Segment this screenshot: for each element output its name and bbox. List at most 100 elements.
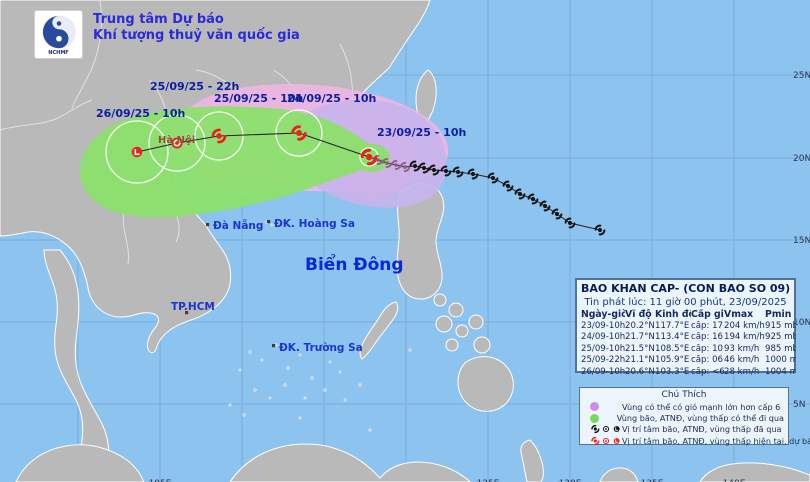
wind-zone-purple-icon [584,402,622,412]
lon-label: 130E [559,479,582,482]
hanoi-label: Hà Nội [158,134,195,146]
logo-caption: NCHMF [48,49,69,56]
table-cell: 1004 mb [765,366,796,377]
table-cell: 23/09-10h [581,321,625,331]
past-markers-icon [584,423,622,435]
agency-header: NCHMF Trung tâm Dự báo Khí tượng thuỷ vă… [34,10,300,59]
table-cell: 21.7°N [625,332,655,343]
legend-item: Vùng bão, ATNĐ, vùng thấp có thể đi qua [584,412,784,423]
legend-item: Vùng có thể có gió mạnh lớn hơn cấp 6 [584,401,784,412]
table-cell: 26/09-10h [581,366,625,377]
table-cell: 194 km/h [724,332,765,343]
table-header: Ngày-giờ [581,309,625,320]
place-labels: Hà Nội Đà Nẵng ĐK. Hoàng Sa Biển Đông TP… [158,134,404,354]
table-cell: 21.5°N [625,343,655,354]
lon-label: 140E [723,479,746,482]
table-cell: cấp: 10 [691,343,724,354]
land-sumatra [15,444,145,482]
table-cell: 1000 mb [765,355,796,366]
table-cell: cấp: 17 [691,321,724,331]
table-cell: 25/09-22h [581,355,625,366]
lat-label: 10N [793,318,810,328]
table-cell: 204 km/h [724,321,765,331]
storm-issued-time: Tin phát lúc: 11 giờ 00 phút, 23/09/2025 [584,297,787,308]
table-cell: 20.6°N [625,366,655,377]
land-malay-peninsula [43,249,110,482]
date-label: 24/09/25 - 10h [287,92,376,105]
small-island-dots [228,220,412,432]
table-cell: 925 mb [765,332,796,343]
agency-logo: NCHMF [34,10,83,59]
agency-name-line1: Trung tâm Dự báo [93,12,224,27]
table-header: Cấp gió [691,309,724,320]
land-borneo [229,443,471,482]
land-sulawesi-arm [520,439,544,482]
agency-name: Trung tâm Dự báo Khí tượng thuỷ văn quốc… [93,12,300,44]
table-cell: cấp: 06 [691,355,724,366]
uncertainty-circles [105,109,379,184]
date-label: 25/09/25 - 22h [150,80,239,93]
land-luzon [396,183,445,300]
legend-item: Vị trí tâm bão, ATNĐ, vùng thấp hiện tại… [584,435,810,447]
lon-label: 135E [641,479,664,482]
legend-item-label: Vùng bão, ATNĐ, vùng thấp có thể đi qua [616,413,784,424]
table-row: 25/09-10h 21.5°N 108.5°E cấp: 10 93 km/h… [581,343,796,355]
storm-emblem-icon [42,15,75,48]
lat-label: 15N [793,236,810,246]
table-cell: 108.5°E [655,343,690,354]
date-label: 23/09/25 - 10h [377,126,466,139]
table-header: Pmin [765,309,792,320]
legend-title: Chú Thích [661,390,707,400]
table-cell: cấp: <6 [691,366,724,377]
agency-name-line2: Khí tượng thuỷ văn quốc gia [93,28,300,43]
hoangsa-label: ĐK. Hoàng Sa [274,218,355,230]
table-cell: 93 km/h [724,343,760,354]
table-cell: cấp: 16 [691,332,724,343]
danang-label: Đà Nẵng [213,219,263,232]
storm-title: BAO KHAN CAP- (CON BAO SO 09) [581,282,791,295]
lon-label: 125E [477,479,500,482]
table-cell: 103.3°E [655,366,690,377]
truongsa-marker [272,344,276,348]
table-cell: 915 mb [765,321,796,331]
hcmc-label: TP.HCM [171,301,215,313]
storm-info-panel: BAO KHAN CAP- (CON BAO SO 09) Tin phát l… [575,278,796,377]
forecast-markers-icon [584,435,622,447]
table-header: Vĩ độ [625,309,652,320]
lon-label: 105E [149,479,172,482]
land-visayas [433,293,491,354]
land-island-south [599,467,639,482]
table-cell: 28 km/h [724,366,760,377]
lat-label: 25N [793,71,810,81]
land-mindanao [457,356,514,412]
lat-label: 5N [793,400,805,410]
legend-item-label: Vùng có thể có gió mạnh lớn hơn cấp 6 [622,401,781,412]
latitude-labels: 25N 20N 15N 10N 5N [793,71,810,410]
table-cell: 46 km/h [724,355,760,366]
danang-marker [206,223,210,227]
track-zone-green-icon [584,413,617,423]
table-row: 26/09-10h 20.6°N 103.3°E cấp: <6 28 km/h… [581,366,796,378]
track-date-labels: 26/09/25 - 10h 25/09/25 - 22h 25/09/25 -… [96,80,466,139]
table-cell: 24/09-10h [581,332,625,343]
table-row: 23/09-10h 20.2°N 117.7°E cấp: 17 204 km/… [581,321,796,332]
legend-item-label: Vị trí tâm bão, ATNĐ, vùng thấp đã qua [622,424,782,435]
table-row: 25/09-22h 21.1°N 105.9°E cấp: 06 46 km/h… [581,355,796,366]
table-header: Vmax [724,309,754,320]
hoangsa-marker [267,220,271,224]
table-row: 24/09-10h 21.7°N 113.4°E cấp: 16 194 km/… [581,332,796,343]
table-cell: 25/09-10h [581,343,625,354]
land-bottom-right [699,462,810,482]
longitude-labels: 105E 125E 130E 135E 140E [149,479,746,482]
legend-item: Vị trí tâm bão, ATNĐ, vùng thấp đã qua [584,424,784,435]
land-palawan [359,301,399,360]
legend-item-label: Vị trí tâm bão, ATNĐ, vùng thấp hiện tại… [622,435,810,446]
sea-name-label: Biển Đông [305,253,404,275]
table-cell: 21.1°N [625,355,655,366]
date-label: 25/09/25 - 10h [214,92,303,105]
table-header: Kinh độ [655,309,691,320]
table-cell: 113.4°E [655,332,690,343]
legend-panel: Chú Thích Vùng có thể có gió mạnh lớn hơ… [579,387,810,447]
